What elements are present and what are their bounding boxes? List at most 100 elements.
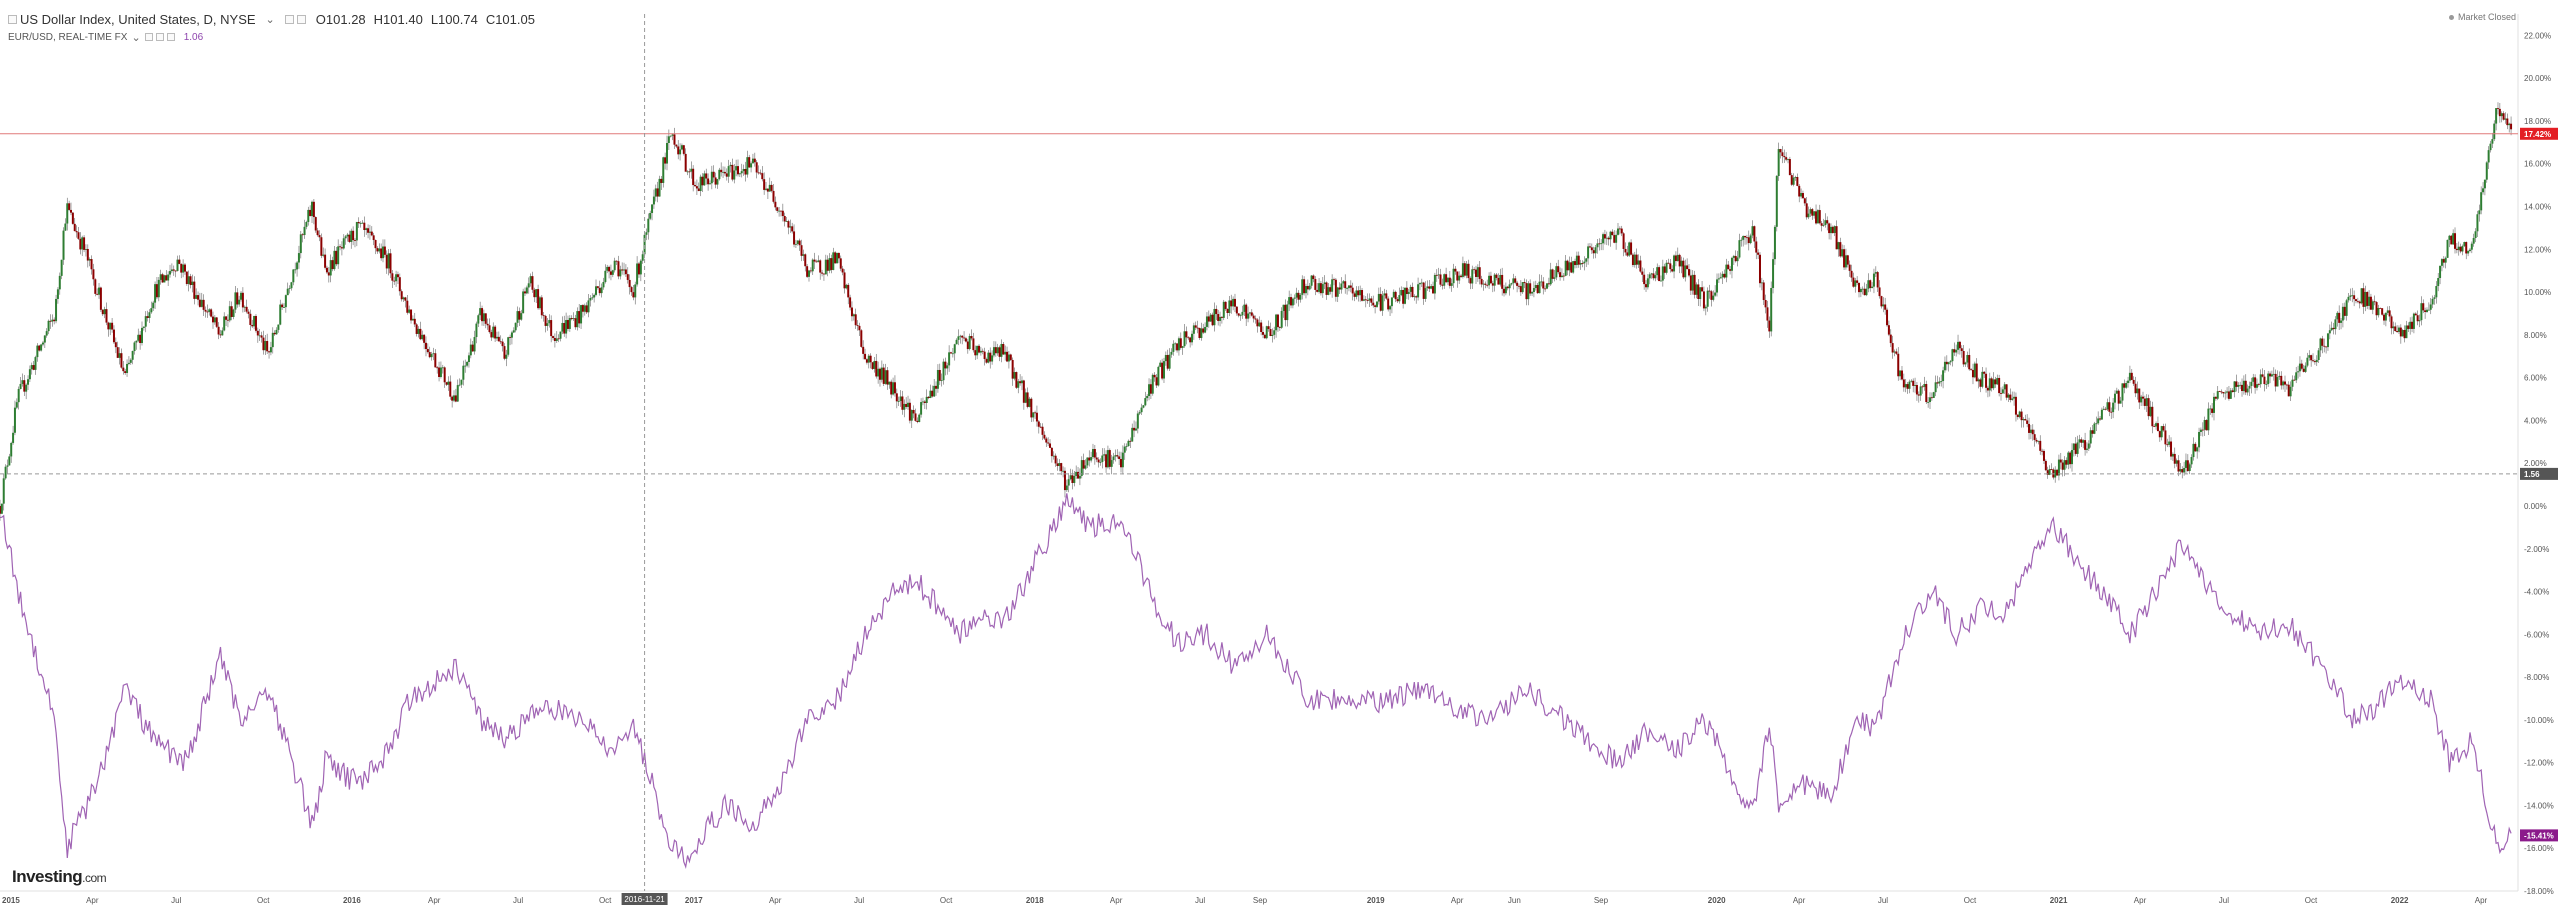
eye-icon[interactable] xyxy=(284,14,294,24)
candle-body xyxy=(53,319,56,322)
candle-body xyxy=(750,163,753,168)
compare-symbol-row[interactable]: EUR/USD, REAL-TIME FX ⌄ 1.06 xyxy=(8,29,543,45)
candle-body xyxy=(1426,286,1429,289)
compare-remove-icon[interactable] xyxy=(166,33,175,41)
candle-body xyxy=(570,318,573,320)
x-tick-label: Oct xyxy=(257,896,270,905)
candle-body xyxy=(748,157,751,168)
chevron-down-icon[interactable]: ⌄ xyxy=(265,13,275,26)
candle-body xyxy=(2177,460,2180,472)
candle-body xyxy=(12,432,15,443)
compare-eye-icon[interactable] xyxy=(144,33,153,41)
candle-body xyxy=(893,382,896,394)
candle-body xyxy=(1133,427,1136,431)
candle-body xyxy=(1686,265,1689,270)
candle-body xyxy=(1090,457,1093,461)
candle-body xyxy=(1346,288,1349,289)
candle-body xyxy=(688,171,691,173)
candle-body xyxy=(1534,285,1537,289)
candle-body xyxy=(1164,355,1167,362)
candle-body xyxy=(219,334,222,336)
candle-body xyxy=(357,221,360,224)
candle-body xyxy=(1949,361,1952,363)
candle-body xyxy=(1994,379,1997,385)
compare-chevron-icon[interactable]: ⌄ xyxy=(131,31,141,44)
candle-body xyxy=(1745,237,1748,239)
candle-body xyxy=(1480,278,1483,285)
candle-body xyxy=(1579,263,1582,265)
x-tick-label: 2021 xyxy=(2050,896,2068,905)
candle-body xyxy=(1474,269,1477,277)
candle-body xyxy=(245,306,248,312)
candle-body xyxy=(240,292,243,300)
candle-body xyxy=(1856,280,1859,283)
candle-body xyxy=(1645,284,1648,288)
candle-body xyxy=(299,234,302,254)
candle-body xyxy=(2226,391,2229,393)
candle-body xyxy=(1938,381,1941,384)
candle-body xyxy=(228,306,231,321)
candle-body xyxy=(708,183,711,185)
candle-body xyxy=(1590,247,1593,251)
candle-body xyxy=(1220,316,1223,318)
candle-body xyxy=(2061,462,2064,470)
candle-body xyxy=(673,134,676,145)
candle-body xyxy=(912,409,915,414)
candle-body xyxy=(348,234,351,242)
candle-body xyxy=(1822,224,1825,226)
candle-body xyxy=(2323,345,2326,347)
candle-body xyxy=(1744,235,1747,238)
candle-body xyxy=(992,347,995,356)
candle-body xyxy=(1884,304,1887,310)
candle-body xyxy=(32,365,35,370)
candle-body xyxy=(963,337,966,339)
candle-body xyxy=(2336,312,2339,320)
candle-body xyxy=(634,284,637,298)
candle-body xyxy=(439,367,442,377)
candle-body xyxy=(2304,365,2307,372)
candle-body xyxy=(1039,426,1042,428)
candle-body xyxy=(778,210,781,212)
compare-last-value-badge: -15.41% xyxy=(2524,831,2554,840)
candle-body xyxy=(781,210,784,217)
candle-body xyxy=(157,279,160,298)
candle-body xyxy=(2145,398,2148,406)
candle-body xyxy=(2175,460,2178,464)
candle-body xyxy=(766,188,769,192)
candle-body xyxy=(1545,283,1548,289)
candle-body xyxy=(1110,460,1113,467)
high-value: H101.40 xyxy=(373,11,423,27)
candle-body xyxy=(2128,372,2131,381)
candle-body xyxy=(1144,398,1147,406)
candle-body xyxy=(406,300,409,313)
candle-body xyxy=(1680,260,1683,267)
compare-settings-icon[interactable] xyxy=(155,33,164,41)
candle-body xyxy=(1331,279,1334,292)
y-tick-label: 2.00% xyxy=(2524,459,2547,468)
candle-body xyxy=(1775,175,1778,227)
candle-body xyxy=(1719,277,1722,279)
candle-body xyxy=(929,390,932,399)
compare-symbol-title[interactable]: EUR/USD, REAL-TIME FX xyxy=(8,31,128,43)
symbol-title[interactable]: US Dollar Index, United States, D, NYSE xyxy=(20,11,256,27)
candle-body xyxy=(1826,220,1829,224)
candle-body xyxy=(1695,284,1698,295)
candle-body xyxy=(417,328,420,334)
settings-icon[interactable] xyxy=(296,14,306,24)
candle-body xyxy=(1273,330,1276,335)
main-symbol-row[interactable]: US Dollar Index, United States, D, NYSE … xyxy=(8,9,543,29)
candle-body xyxy=(331,260,334,270)
candle-body xyxy=(363,222,366,231)
collapse-toggle-icon[interactable] xyxy=(8,14,17,24)
candle-body xyxy=(1075,471,1078,476)
candle-body xyxy=(951,353,954,355)
candle-body xyxy=(1093,449,1096,458)
candle-body xyxy=(2414,313,2417,316)
candle-body xyxy=(643,234,646,255)
candle-body xyxy=(1968,355,1971,370)
candle-body xyxy=(1226,308,1229,314)
candle-body xyxy=(1351,287,1354,294)
candle-body xyxy=(830,258,833,270)
candle-body xyxy=(2121,383,2124,401)
